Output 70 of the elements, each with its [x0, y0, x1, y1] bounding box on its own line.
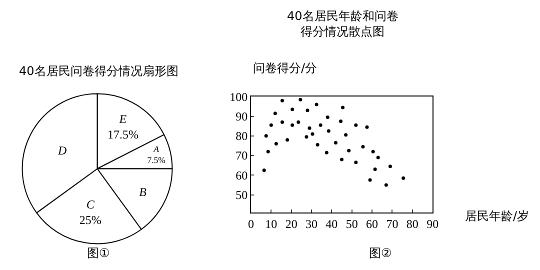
point: [402, 176, 406, 180]
point: [280, 120, 284, 124]
point: [286, 138, 290, 142]
point: [318, 123, 322, 127]
slice-label: D: [56, 144, 67, 158]
point: [262, 168, 266, 172]
y-tick-label: 60: [236, 168, 248, 182]
x-tick-label: 10: [265, 216, 278, 231]
point: [388, 164, 392, 168]
y-tick-label: 70: [236, 148, 248, 163]
point: [365, 125, 369, 129]
text: 图①: [87, 246, 110, 260]
point: [324, 150, 328, 154]
point: [344, 133, 348, 137]
data-label: 17.5%: [107, 128, 138, 142]
point: [347, 148, 351, 152]
y-tick-label: 100: [230, 90, 248, 104]
point: [290, 108, 294, 112]
data-label: 7.5%: [147, 155, 166, 166]
x-tick-label: 50: [346, 216, 358, 231]
point: [373, 168, 377, 171]
slice-label: E: [118, 112, 128, 126]
point: [339, 119, 343, 123]
point: [266, 150, 270, 154]
point: [341, 106, 345, 110]
point: [273, 112, 277, 116]
point: [298, 98, 302, 102]
point: [306, 108, 310, 112]
point: [354, 123, 358, 127]
y-tick-label: 90: [236, 109, 248, 124]
x-tick-label: 60: [366, 216, 378, 231]
x-tick-label: 80: [406, 216, 418, 231]
x-tick-label: 70: [386, 216, 398, 231]
chart-title: 40名居民年龄和问卷得分情况散点图: [287, 9, 398, 39]
point: [269, 123, 273, 127]
x-tick-label: 40: [326, 216, 338, 231]
data-label: 25%: [79, 212, 102, 227]
slice-label: B: [139, 185, 148, 200]
point: [326, 129, 330, 133]
x-axis-title: 居民年龄/岁: [465, 209, 530, 223]
slice-label: A: [152, 144, 160, 154]
point: [296, 120, 300, 124]
point: [371, 150, 375, 154]
point: [290, 123, 294, 127]
y-tick-label: 50: [236, 188, 248, 202]
point: [310, 132, 314, 136]
point: [264, 134, 268, 138]
x-tick-label: 90: [426, 216, 439, 231]
point: [274, 142, 278, 146]
y-axis-title: 问卷得分/分: [253, 61, 318, 75]
point: [308, 126, 312, 130]
point: [361, 144, 365, 148]
point: [376, 156, 380, 160]
point: [280, 98, 284, 102]
x-tick-label: 0: [248, 216, 254, 231]
point: [354, 160, 358, 164]
point: [326, 116, 330, 120]
point: [340, 158, 344, 162]
slice-label: C: [86, 197, 96, 212]
point: [316, 142, 320, 146]
x-tick-label: 20: [285, 216, 298, 231]
point: [314, 102, 318, 106]
point: [368, 178, 372, 182]
y-tick-label: 80: [236, 129, 248, 144]
point: [334, 141, 338, 145]
x-tick-label: 30: [306, 216, 318, 231]
point: [384, 183, 388, 187]
point: [304, 135, 308, 139]
text: 图②: [369, 246, 392, 260]
chart-title: 40名居民问卷得分情况扇形图: [19, 64, 178, 78]
